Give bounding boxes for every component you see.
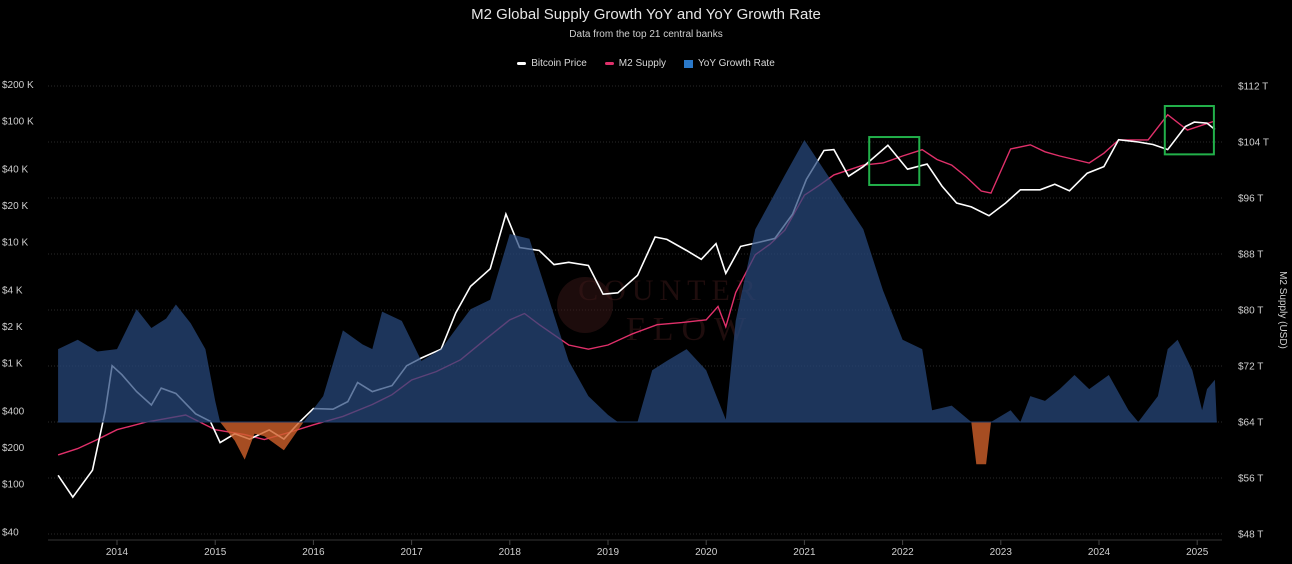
left-axis-tick-label: $100 K [2, 117, 34, 128]
legend-item-bitcoin-price[interactable]: Bitcoin Price [517, 58, 587, 69]
x-axis-tick-label: 2018 [499, 547, 522, 558]
legend-label: YoY Growth Rate [698, 58, 775, 69]
x-axis-tick-label: 2020 [695, 547, 718, 558]
chart-title: M2 Global Supply Growth YoY and YoY Grow… [471, 6, 821, 23]
x-axis-tick-label: 2025 [1186, 547, 1209, 558]
legend-item-m2-supply[interactable]: M2 Supply [604, 58, 667, 69]
chart-subtitle: Data from the top 21 central banks [569, 29, 723, 40]
legend-item-yoy-growth-rate[interactable]: YoY Growth Rate [684, 58, 775, 69]
x-axis-tick-label: 2019 [597, 547, 620, 558]
x-axis-tick-label: 2014 [106, 547, 129, 558]
left-axis-tick-label: $4 K [2, 286, 23, 297]
right-axis-tick-label: $64 T [1238, 418, 1263, 429]
legend-marker-yoy-growth-rate [684, 59, 694, 68]
right-axis-tick-label: $48 T [1238, 530, 1263, 541]
right-axis-tick-label: $112 T [1238, 82, 1268, 93]
x-axis-tick-label: 2021 [793, 547, 816, 558]
yoy-growth-negative-area [58, 422, 1217, 465]
x-axis-tick-label: 2015 [204, 547, 227, 558]
bitcoin-price-line [57, 121, 1216, 499]
left-axis-tick-label: $40 [2, 528, 19, 539]
right-axis-tick-label: $72 T [1238, 362, 1263, 373]
x-axis-tick-label: 2023 [990, 547, 1013, 558]
legend: Bitcoin Price M2 Supply YoY Growth Rate [0, 58, 1292, 69]
x-axis-tick-label: 2016 [302, 547, 325, 558]
right-axis-title: M2 Supply (USD) [1277, 271, 1288, 349]
left-axis-tick-label: $400 [2, 407, 25, 418]
left-axis-tick-label: $20 K [2, 201, 28, 212]
legend-marker-m2-supply [604, 62, 614, 65]
highlight-box [868, 136, 921, 186]
right-axis-tick-label: $56 T [1238, 474, 1263, 485]
left-axis-tick-label: $200 [2, 443, 25, 454]
left-axis-tick-label: $100 [2, 480, 25, 491]
left-axis-tick-label: $2 K [2, 322, 23, 333]
left-axis-tick-label: $10 K [2, 238, 28, 249]
right-axis-tick-label: $88 T [1238, 250, 1263, 261]
left-axis-tick-label: $1 K [2, 359, 23, 370]
legend-label: Bitcoin Price [531, 58, 587, 69]
right-axis-tick-label: $96 T [1238, 194, 1263, 205]
left-axis-tick-label: $40 K [2, 165, 28, 176]
legend-marker-bitcoin-price [517, 62, 527, 65]
legend-label: M2 Supply [618, 58, 667, 69]
highlight-box [1163, 105, 1215, 156]
right-axis-tick-label: $80 T [1238, 306, 1263, 317]
watermark-logo-emblem [557, 277, 613, 333]
x-axis-tick-label: 2017 [400, 547, 423, 558]
x-axis-tick-label: 2022 [891, 547, 914, 558]
right-axis-tick-label: $104 T [1238, 138, 1269, 149]
yoy-growth-positive-area [58, 140, 1217, 422]
m2-supply-line [57, 113, 1216, 456]
x-axis-tick-label: 2024 [1088, 547, 1111, 558]
left-axis-tick-label: $200 K [2, 80, 34, 91]
